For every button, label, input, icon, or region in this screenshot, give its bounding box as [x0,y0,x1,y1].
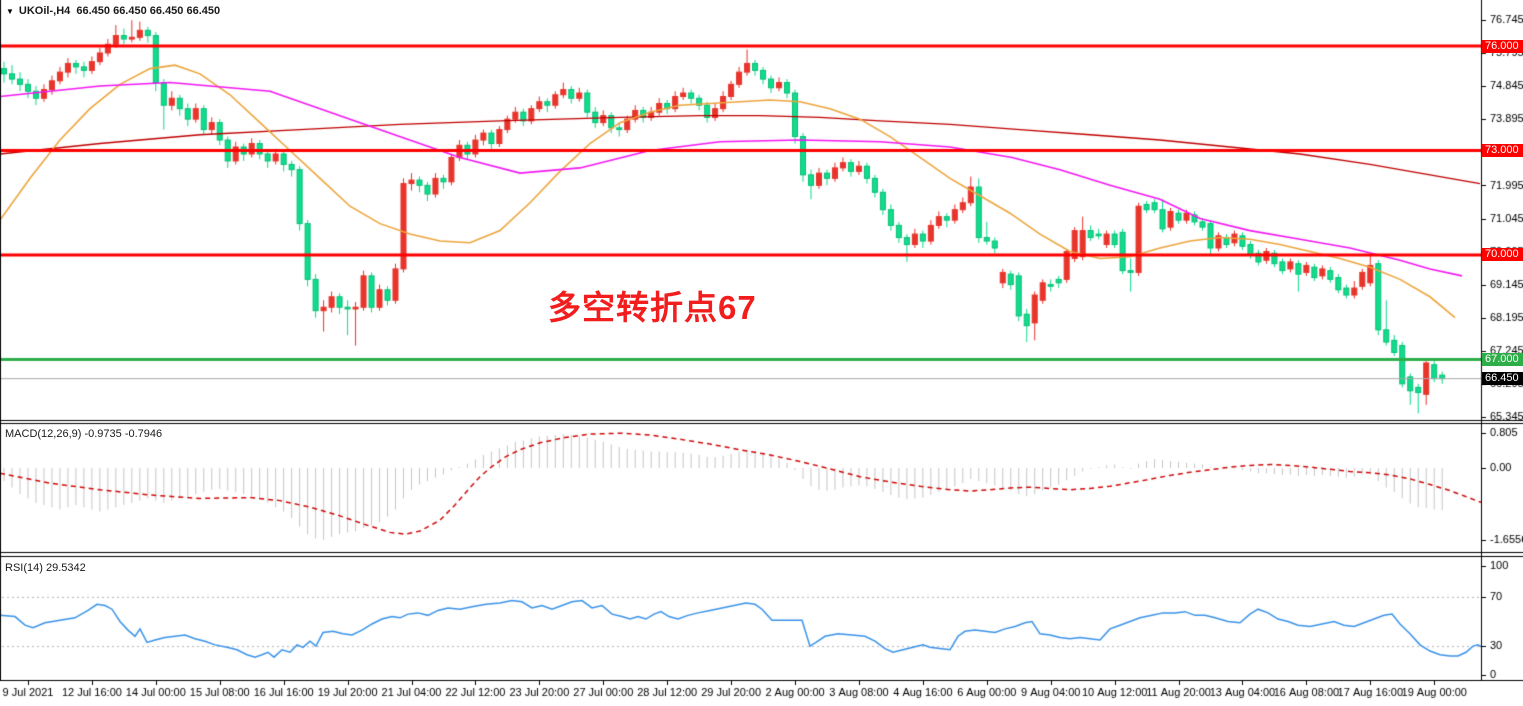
rsi-indicator-label: RSI(14) 29.5342 [5,562,86,574]
price-level-badge-73000[interactable]: 73.000 [1482,144,1523,157]
symbol-title-text: UKOil-,H4 66.450 66.450 66.450 66.450 [18,5,221,17]
price-level-badge-70000[interactable]: 70.000 [1482,248,1523,261]
price-level-badge-76000[interactable]: 76.000 [1482,40,1523,53]
chart-annotation-text: 多空转折点67 [548,289,757,326]
current-price-badge: 66.450 [1482,372,1523,385]
macd-indicator-label: MACD(12,26,9) -0.9735 -0.7946 [5,428,163,440]
symbol-title[interactable]: ▼ UKOil-,H4 66.450 66.450 66.450 66.450 [6,5,220,17]
price-level-badge-67000[interactable]: 67.000 [1482,353,1523,366]
chevron-down-icon[interactable]: ▼ [6,6,14,16]
